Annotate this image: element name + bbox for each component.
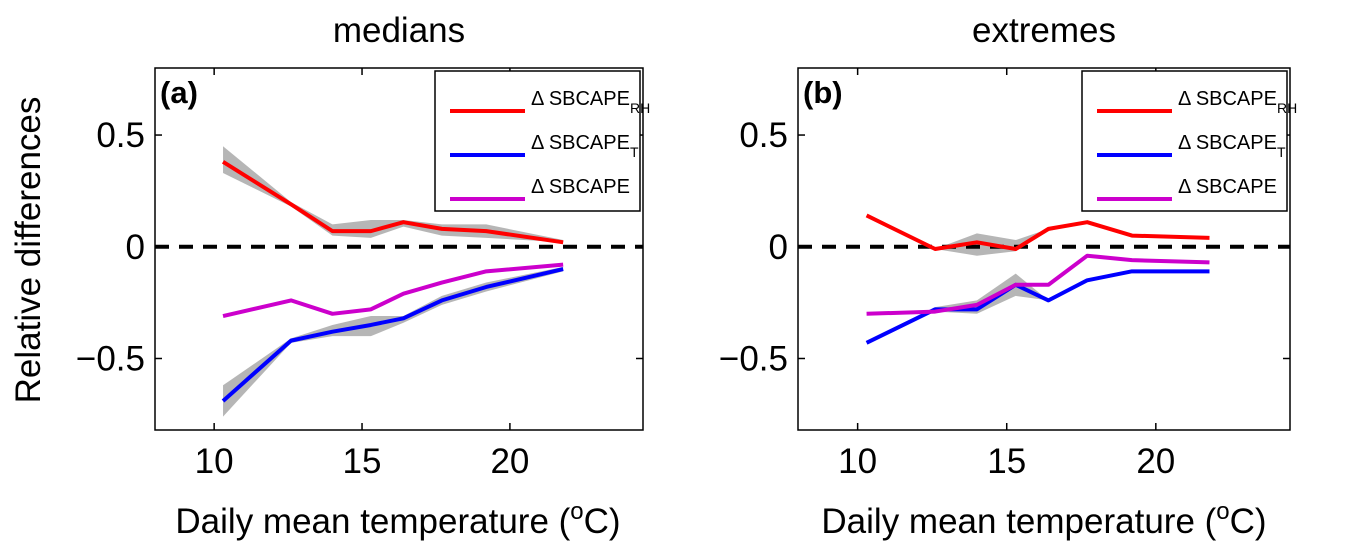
y-axis-label: Relative differences	[9, 97, 48, 404]
legend-entry-3: Δ SBCAPE	[1178, 176, 1277, 198]
y-tick-label: 0.5	[96, 116, 145, 155]
x-tick-label: 20	[1136, 442, 1175, 481]
x-tick-label: 10	[195, 442, 234, 481]
series-line-3	[866, 253, 1210, 316]
panel-extremes: extremes 10 15 20 −0.5 0 0.5 (b) Δ SBCAPERH Δ SBC…	[719, 11, 1297, 481]
x-axis-label-b: Daily mean temperature (oC)	[821, 498, 1266, 541]
series-line-1	[221, 160, 564, 245]
y-tick-label: 0	[126, 228, 145, 267]
legend-entry-2: Δ SBCAPET	[1178, 132, 1286, 160]
plot-frame	[797, 67, 1291, 431]
x-tick-label: 20	[490, 442, 529, 481]
legend-entry-3: Δ SBCAPE	[531, 176, 630, 198]
x-axis-label-a: Daily mean temperature (oC)	[175, 498, 620, 541]
uncertainty-band-2	[866, 271, 1210, 343]
panel-title-b: extremes	[972, 11, 1116, 50]
y-tick-label: 0	[769, 228, 788, 267]
panel-title-a: medians	[333, 11, 465, 50]
x-tick-label: 15	[343, 442, 382, 481]
uncertainty-band-1	[223, 146, 564, 243]
series-line-3	[222, 262, 564, 318]
y-tick-label: −0.5	[76, 339, 145, 378]
uncertainty-band-2	[223, 266, 564, 417]
series-line-2	[221, 267, 564, 403]
legend-entry-1: Δ SBCAPERH	[1178, 88, 1297, 116]
panel-label: (b)	[803, 75, 843, 110]
series-line-1	[865, 213, 1210, 251]
legend-entry-2: Δ SBCAPET	[531, 132, 639, 160]
legend-entry-1: Δ SBCAPERH	[531, 88, 650, 116]
series-line-2	[865, 269, 1210, 345]
legend-box	[1081, 70, 1288, 212]
x-tick-label: 15	[987, 442, 1026, 481]
panel-medians: medians 10 15 20 −0.5 0 0.5 (a) Δ SBCAPERH Δ SBCA…	[76, 11, 650, 481]
y-tick-label: 0.5	[739, 116, 788, 155]
panel-label: (a)	[160, 75, 198, 110]
y-tick-label: −0.5	[719, 339, 788, 378]
plot-frame	[154, 67, 644, 431]
x-tick-label: 10	[838, 442, 877, 481]
legend-box	[434, 70, 641, 212]
